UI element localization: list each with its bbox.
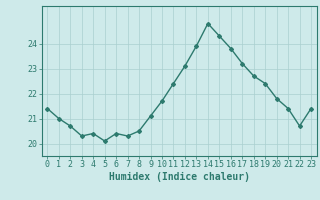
X-axis label: Humidex (Indice chaleur): Humidex (Indice chaleur) [109,172,250,182]
